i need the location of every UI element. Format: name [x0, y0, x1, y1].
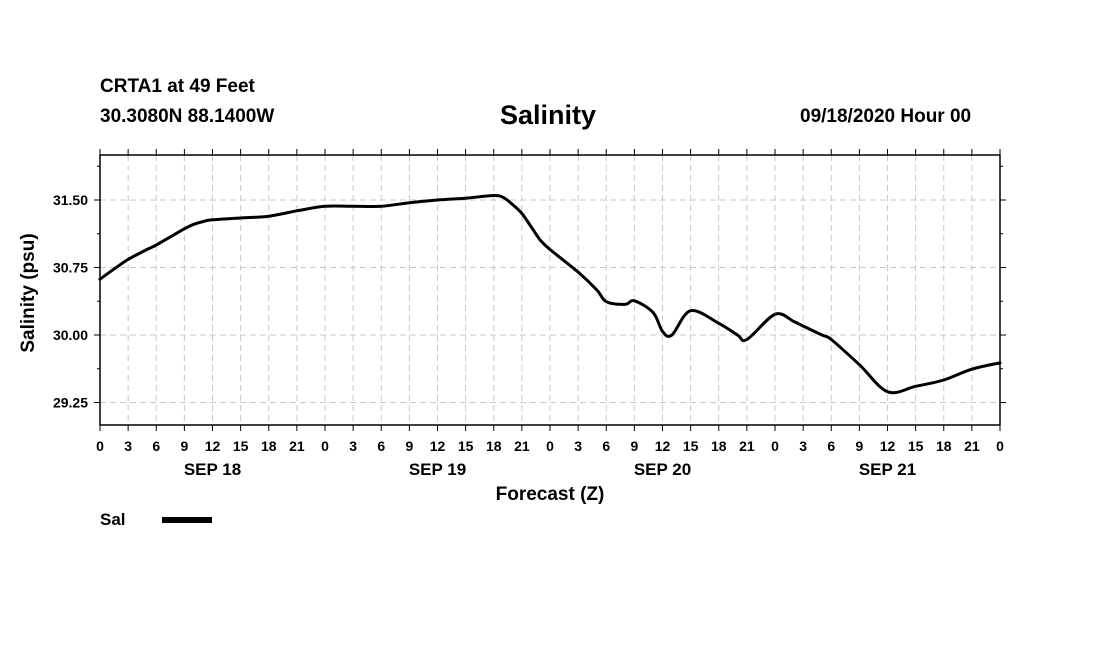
x-tick-label: 6 — [152, 438, 160, 454]
x-tick-label: 18 — [936, 438, 952, 454]
x-tick-label: 0 — [996, 438, 1004, 454]
y-tick-label: 31.50 — [53, 192, 88, 208]
y-tick-label: 30.75 — [53, 260, 88, 276]
x-tick-label: 12 — [205, 438, 221, 454]
x-day-label: SEP 18 — [184, 460, 241, 479]
x-tick-label: 12 — [655, 438, 671, 454]
x-tick-label: 18 — [711, 438, 727, 454]
y-tick-label: 30.00 — [53, 327, 88, 343]
x-tick-label: 15 — [908, 438, 924, 454]
x-tick-label: 15 — [683, 438, 699, 454]
x-tick-label: 18 — [486, 438, 502, 454]
x-tick-label: 9 — [855, 438, 863, 454]
x-day-label: SEP 20 — [634, 460, 691, 479]
x-tick-label: 15 — [233, 438, 249, 454]
x-tick-label: 3 — [574, 438, 582, 454]
x-tick-label: 18 — [261, 438, 277, 454]
x-tick-label: 21 — [739, 438, 755, 454]
x-tick-label: 3 — [349, 438, 357, 454]
x-tick-label: 0 — [771, 438, 779, 454]
x-tick-label: 21 — [964, 438, 980, 454]
x-tick-label: 9 — [180, 438, 188, 454]
x-tick-label: 21 — [514, 438, 530, 454]
x-day-label: SEP 21 — [859, 460, 916, 479]
x-tick-label: 3 — [799, 438, 807, 454]
legend-label: Sal — [100, 510, 126, 529]
series-line-sal — [98, 194, 1002, 395]
x-tick-label: 3 — [124, 438, 132, 454]
x-tick-label: 0 — [546, 438, 554, 454]
x-tick-label: 0 — [96, 438, 104, 454]
legend-swatch — [162, 517, 212, 523]
station-label: CRTA1 at 49 Feet — [100, 76, 255, 97]
x-tick-label: 6 — [827, 438, 835, 454]
y-axis-label: Salinity (psu) — [18, 233, 39, 352]
x-tick-label: 6 — [377, 438, 385, 454]
y-tick-label: 29.25 — [53, 395, 88, 411]
x-tick-label: 9 — [405, 438, 413, 454]
coordinates-label: 30.3080N 88.1400W — [100, 106, 275, 127]
chart-title: Salinity — [500, 100, 597, 130]
x-tick-label: 6 — [602, 438, 610, 454]
x-tick-label: 0 — [321, 438, 329, 454]
x-tick-label: 12 — [880, 438, 896, 454]
x-tick-label: 15 — [458, 438, 474, 454]
x-day-label: SEP 19 — [409, 460, 466, 479]
x-tick-label: 12 — [430, 438, 446, 454]
x-tick-label: 21 — [289, 438, 305, 454]
x-axis-label: Forecast (Z) — [496, 484, 605, 505]
x-tick-label: 9 — [630, 438, 638, 454]
forecast-datetime: 09/18/2020 Hour 00 — [800, 106, 972, 127]
